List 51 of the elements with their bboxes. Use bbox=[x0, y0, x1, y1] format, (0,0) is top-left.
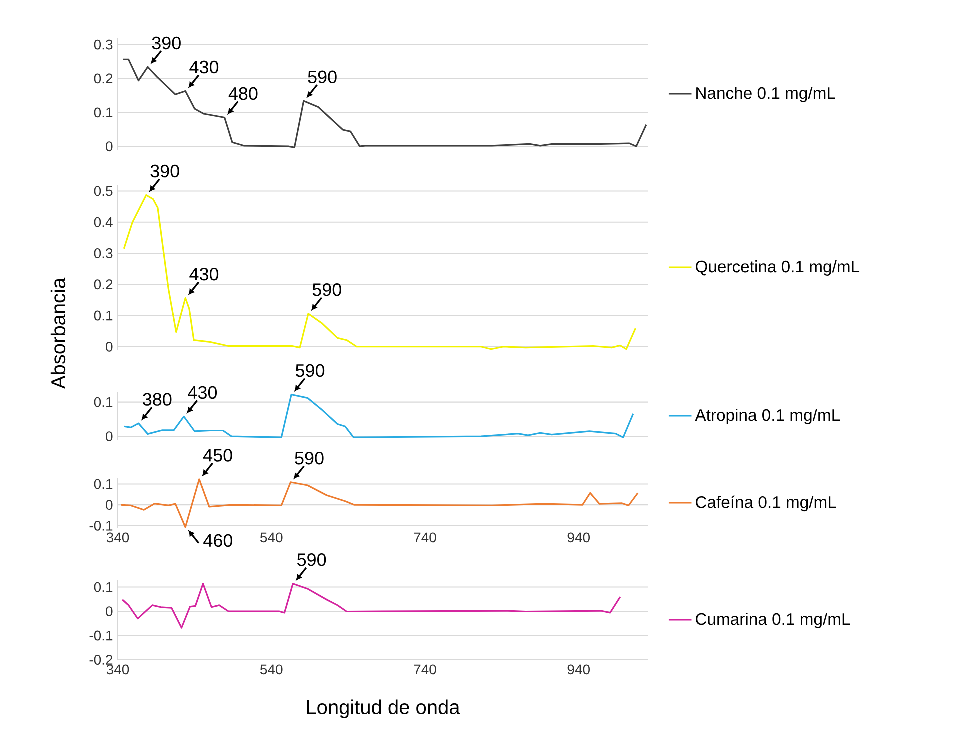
y-tick-label: 0.2 bbox=[94, 74, 113, 84]
legend-label: Cumarina 0.1 mg/mL bbox=[696, 612, 850, 628]
x-tick-label: 940 bbox=[568, 664, 590, 675]
annotation: 390 bbox=[150, 164, 180, 178]
annotation: 430 bbox=[190, 268, 219, 281]
x-tick-label: 540 bbox=[260, 664, 283, 675]
annotation: 590 bbox=[295, 452, 324, 465]
line-series bbox=[123, 194, 637, 350]
y-tick-label: 0 bbox=[106, 500, 113, 510]
legend-label: Cafeína 0.1 mg/mL bbox=[696, 496, 836, 512]
annotation: 590 bbox=[312, 284, 342, 296]
annotation: 480 bbox=[228, 87, 258, 100]
annotation: 450 bbox=[203, 449, 232, 462]
y-tick-label: -0.1 bbox=[90, 520, 113, 531]
y-tick-label: 0.3 bbox=[94, 40, 113, 50]
y-tick-label: 0.1 bbox=[94, 397, 113, 408]
annotation: 460 bbox=[204, 534, 233, 548]
y-tick-label: 0.4 bbox=[94, 217, 113, 228]
y-tick-label: -0.1 bbox=[90, 630, 113, 641]
y-tick-label: 0.2 bbox=[94, 280, 113, 290]
x-tick-label: 540 bbox=[260, 532, 283, 543]
annotation: 590 bbox=[308, 70, 337, 84]
y-tick-label: 0.1 bbox=[94, 479, 113, 490]
line-series bbox=[120, 478, 639, 528]
annotation: 380 bbox=[143, 393, 172, 406]
y-tick-label: 0.1 bbox=[94, 582, 113, 592]
annotation: 430 bbox=[190, 60, 219, 74]
x-axis-title: Longitud de onda bbox=[307, 700, 460, 718]
y-tick-label: 0 bbox=[106, 606, 113, 616]
annotation: 390 bbox=[152, 36, 181, 50]
legend-label: Quercetina 0.1 mg/mL bbox=[696, 260, 860, 276]
y-tick-label: 0.1 bbox=[94, 310, 113, 321]
x-tick-label: 940 bbox=[568, 532, 590, 543]
y-tick-label: 0.5 bbox=[94, 186, 113, 196]
y-tick-label: 0 bbox=[106, 142, 113, 152]
legend-label: Atropina 0.1 mg/mL bbox=[695, 408, 840, 424]
line-series bbox=[122, 583, 622, 629]
x-tick-label: 340 bbox=[106, 664, 130, 675]
y-tick-label: 0 bbox=[106, 432, 113, 442]
x-tick-label: 740 bbox=[414, 532, 436, 543]
annotation: 590 bbox=[296, 364, 325, 378]
annotation: 590 bbox=[297, 554, 326, 566]
y-tick-label: 0 bbox=[106, 342, 113, 352]
y-axis-title: Absorbancia bbox=[50, 278, 66, 390]
x-tick-label: 740 bbox=[414, 664, 436, 675]
y-tick-label: 0.1 bbox=[94, 108, 113, 118]
y-tick-label: 0.3 bbox=[94, 248, 113, 258]
x-tick-label: 340 bbox=[106, 532, 130, 543]
legend-label: Nanche 0.1 mg/mL bbox=[696, 86, 836, 102]
annotation: 430 bbox=[188, 386, 218, 400]
y-tick-label: -0.2 bbox=[90, 655, 113, 665]
